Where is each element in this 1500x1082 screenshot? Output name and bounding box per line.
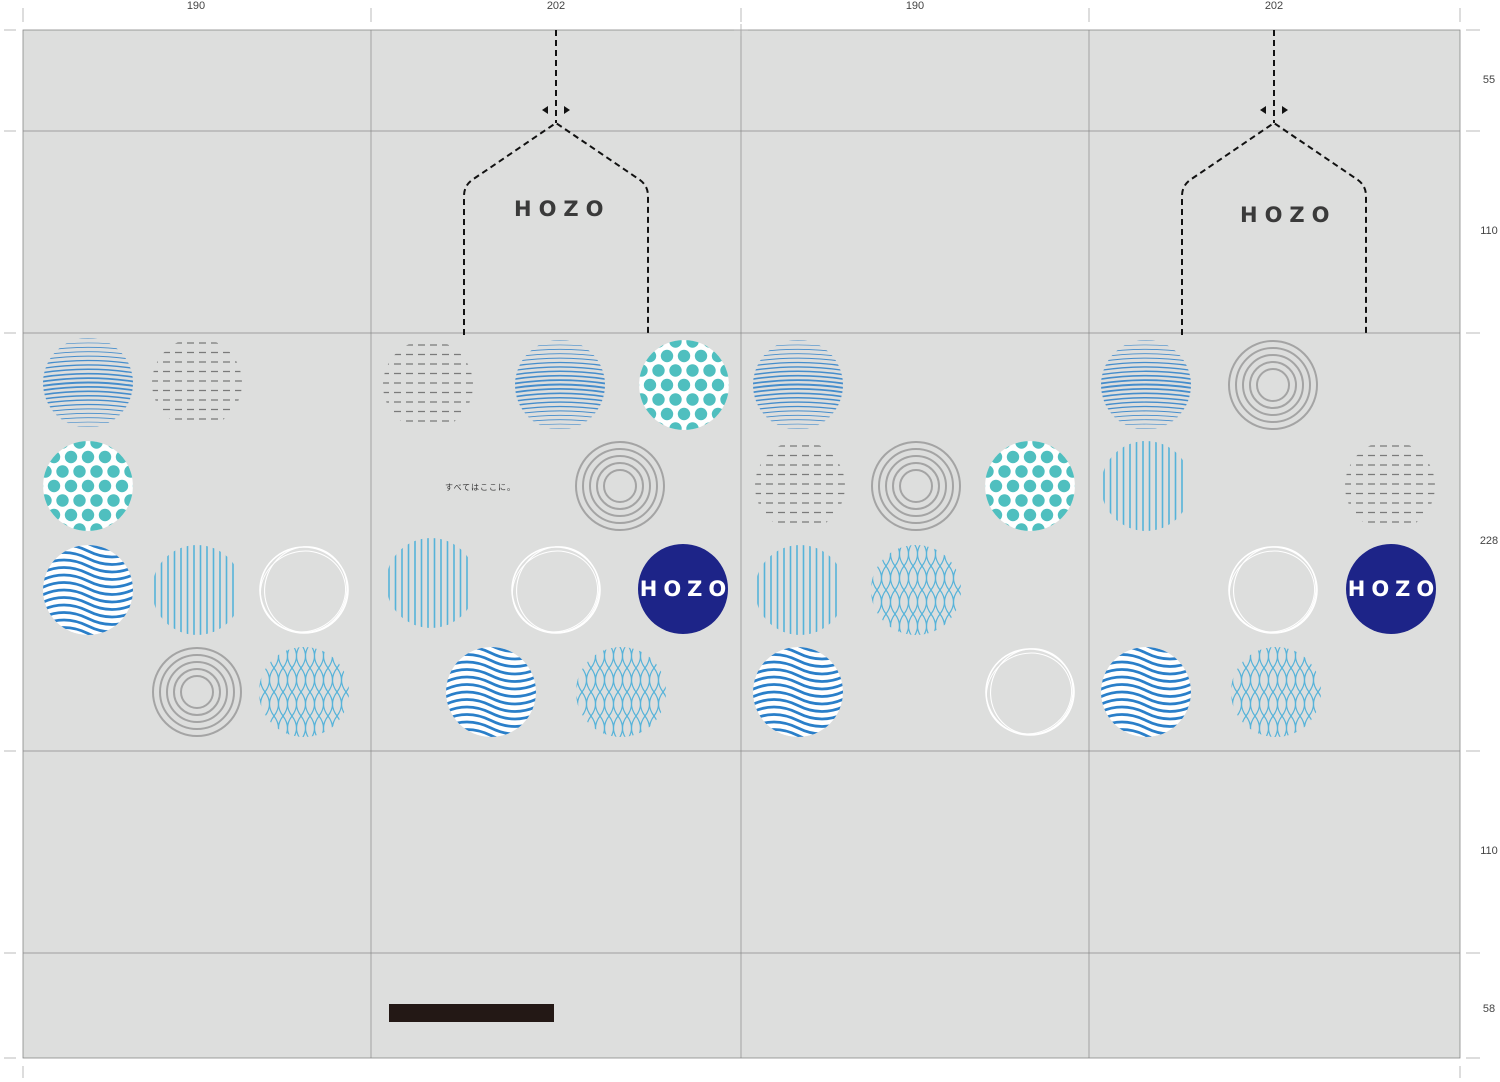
arrow-right-icon xyxy=(564,106,570,114)
diamond-mesh-circle xyxy=(259,647,349,737)
barcode-area xyxy=(389,1004,554,1022)
vertical-stripes-circle xyxy=(757,545,837,635)
right-dimension-3: 228 xyxy=(1479,535,1499,547)
concentric-rings-circle xyxy=(1228,340,1318,430)
right-dimension-4: 110 xyxy=(1480,845,1498,857)
front-logo: HOZO xyxy=(514,197,611,221)
sketch-rings-circle xyxy=(259,546,349,634)
hanger-cutout xyxy=(1181,30,1367,335)
logo-badge-left: HOZO xyxy=(638,544,728,634)
top-dimension-1: 190 xyxy=(186,0,206,12)
right-dimension-5: 58 xyxy=(1482,1003,1496,1015)
arrow-left-icon xyxy=(542,106,548,114)
tagline: すべてはここに。 xyxy=(445,483,516,492)
concentric-rings-circle xyxy=(152,647,242,737)
hanger-cutout xyxy=(463,30,649,335)
paper-background xyxy=(22,29,1461,1059)
arrow-left-icon xyxy=(1260,106,1266,114)
crop-marks xyxy=(4,8,1480,1078)
fold-lines xyxy=(23,30,1460,1058)
hanger-cutouts xyxy=(463,30,1367,335)
wave-lines-circle xyxy=(43,545,133,635)
back-logo: HOZO xyxy=(1240,203,1337,227)
top-dimension-4: 202 xyxy=(1264,0,1284,12)
sketch-rings-circle xyxy=(985,648,1075,736)
top-dimension-3: 190 xyxy=(905,0,925,12)
polka-dot-circle xyxy=(43,441,133,531)
logo-badge-right: HOZO xyxy=(1346,544,1436,634)
top-dimension-2: 202 xyxy=(546,0,566,12)
right-dimension-2: 110 xyxy=(1480,225,1498,237)
concentric-rings-circle xyxy=(575,441,665,531)
sketch-rings-circle xyxy=(1228,546,1318,634)
arrow-right-icon xyxy=(1282,106,1288,114)
right-dimension-1: 55 xyxy=(1482,74,1496,86)
concentric-rings-circle xyxy=(871,441,961,531)
sketch-rings-circle xyxy=(511,546,601,634)
